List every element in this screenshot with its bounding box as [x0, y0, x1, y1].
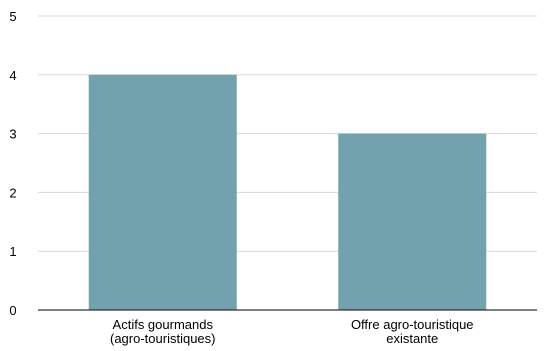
bar-2 [338, 133, 487, 310]
y-tick-label: 4 [9, 68, 16, 83]
y-tick-label: 0 [9, 303, 16, 318]
bars [88, 74, 487, 310]
x-tick-label: Offre agro-touristique existante [351, 317, 474, 346]
y-tick-label: 3 [9, 127, 16, 142]
x-tick-label-line: Actifs gourmands [113, 317, 214, 332]
y-tick-label: 5 [9, 9, 16, 24]
y-tick-label: 2 [9, 185, 16, 200]
x-tick-label: Actifs gourmands (agro-touristiques) [110, 317, 216, 346]
y-axis-tick-labels: 0 1 2 3 4 5 [9, 9, 16, 318]
x-axis-tick-labels: Actifs gourmands (agro-touristiques) Offre… [110, 317, 474, 346]
x-tick-label-line: (agro-touristiques) [110, 331, 216, 346]
x-tick-label-line: Offre agro-touristique [351, 317, 474, 332]
bar-1 [88, 74, 237, 310]
x-tick-label-line: existante [386, 331, 438, 346]
y-tick-label: 1 [9, 244, 16, 259]
